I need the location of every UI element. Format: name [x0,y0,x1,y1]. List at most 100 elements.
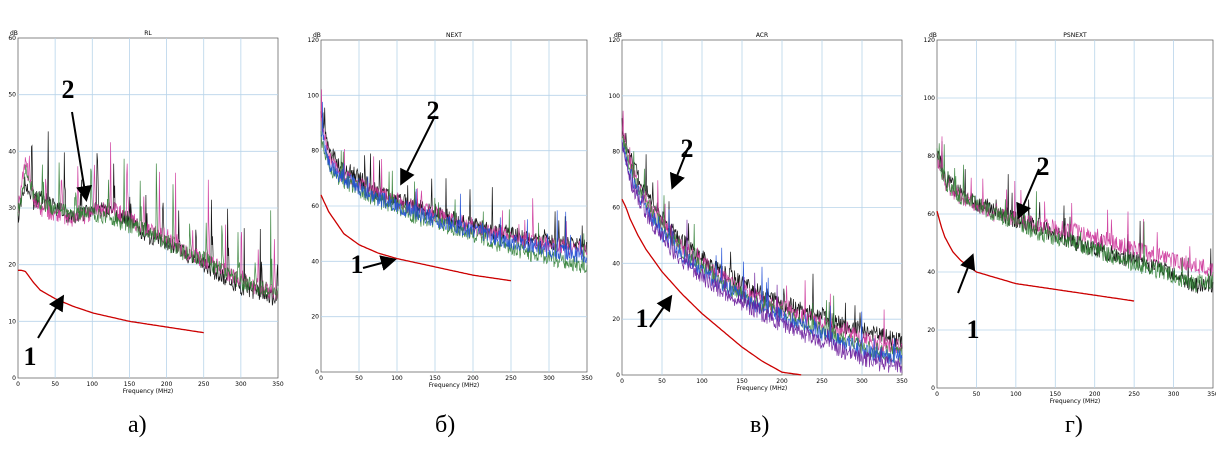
curve-marker-2: 2 [427,96,440,125]
x-tick-label: 350 [1207,391,1216,398]
x-tick-label: 200 [161,381,173,388]
x-axis-label: Frequency (MHz) [737,385,787,392]
x-tick-label: 200 [776,378,788,385]
chart-title: RL [144,30,152,37]
x-tick-label: 300 [235,381,247,388]
arrow-1 [649,294,673,328]
limit-line [18,269,204,334]
chart-panel-a: 0 50 100 150 200 250 300 350 0 10 20 30 40 50 60 RL dB Fr… [0,0,290,410]
y-tick-label: 30 [8,205,16,212]
y-tick-label: 80 [612,149,620,156]
measurement-line [320,101,588,264]
chart-panel-d: 0 50 100 150 200 250 300 350 0 20 40 60 80 100 120 PSNE… [924,0,1216,410]
measurement-line [17,131,279,306]
x-tick-label: 0 [16,381,20,388]
arrow-1 [957,253,976,294]
y-tick-label: 20 [311,314,319,321]
measurement-line [320,107,588,254]
x-tick-label: 150 [1050,391,1062,398]
measurement-line [621,141,903,374]
x-tick-label: 200 [467,375,479,382]
x-tick-label: 150 [124,381,136,388]
x-tick-label: 100 [391,375,403,382]
y-tick-label: 100 [308,92,320,99]
y-axis-label: dB [929,32,937,39]
limit-line [621,198,802,376]
arrow-1 [37,294,65,339]
y-axis-label: dB [614,32,622,39]
arrow-2 [669,147,689,190]
y-tick-label: 120 [308,37,320,44]
chart-title: PSNEXT [1063,32,1087,39]
y-tick-label: 120 [924,37,936,44]
y-tick-label: 60 [927,211,935,218]
y-tick-label: 50 [8,92,16,99]
x-tick-label: 50 [658,378,666,385]
y-tick-label: 80 [927,153,935,160]
arrow-1 [362,255,397,271]
y-axis-label: dB [313,32,321,39]
curve-marker-1: 1 [967,315,980,344]
y-tick-label: 40 [8,148,16,155]
x-axis-label: Frequency (MHz) [123,388,173,395]
x-tick-label: 100 [87,381,99,388]
limit-line [320,194,512,282]
x-tick-label: 100 [696,378,708,385]
measurement-line [936,136,1214,277]
curve-marker-2: 2 [62,75,75,104]
x-tick-label: 300 [856,378,868,385]
y-tick-label: 40 [311,258,319,265]
arrow-2 [71,111,92,202]
caption-b: б) [435,412,456,438]
y-tick-label: 0 [616,372,620,379]
x-tick-label: 200 [1089,391,1101,398]
y-tick-label: 40 [927,269,935,276]
x-tick-label: 0 [935,391,939,398]
y-tick-label: 40 [612,260,620,267]
x-tick-label: 100 [1010,391,1022,398]
y-tick-label: 10 [8,318,16,325]
x-tick-label: 350 [896,378,908,385]
x-tick-label: 250 [816,378,828,385]
curve-marker-2: 2 [681,134,694,163]
y-tick-label: 120 [609,37,621,44]
y-tick-label: 20 [612,316,620,323]
y-tick-label: 60 [311,203,319,210]
y-tick-label: 80 [311,148,319,155]
chart-psnext: 0 50 100 150 200 250 300 350 0 20 40 60 80 100 120 PSNE… [924,32,1216,405]
chart-rl: 0 50 100 150 200 250 300 350 0 10 20 30 40 50 60 RL dB Fr… [8,30,284,395]
measurement-line [936,143,1214,292]
x-tick-label: 0 [620,378,624,385]
y-tick-label: 20 [927,327,935,334]
x-tick-label: 50 [355,375,363,382]
y-tick-label: 0 [931,385,935,392]
x-tick-label: 150 [736,378,748,385]
x-tick-label: 50 [973,391,981,398]
y-tick-label: 60 [612,205,620,212]
chart-panel-b: 0 50 100 150 200 250 300 350 0 20 40 60 80 100 120 NEXT… [305,0,595,410]
y-axis-label: dB [10,30,18,37]
caption-a: а) [128,412,147,438]
x-tick-label: 250 [1128,391,1140,398]
x-tick-label: 250 [505,375,517,382]
x-tick-label: 50 [51,381,59,388]
x-tick-label: 300 [1168,391,1180,398]
measurement-line [17,158,279,300]
caption-c: в) [750,412,770,438]
curve-marker-1: 1 [24,342,37,371]
x-axis-label: Frequency (MHz) [429,382,479,389]
arrow-2 [1016,168,1040,220]
x-tick-label: 150 [429,375,441,382]
y-tick-label: 20 [8,262,16,269]
chart-title: NEXT [446,32,462,39]
y-tick-label: 0 [12,375,16,382]
chart-next: 0 50 100 150 200 250 300 350 0 20 40 60 80 100 120 NEXT… [308,32,593,389]
curve-marker-1: 1 [351,250,364,279]
y-tick-label: 0 [315,369,319,376]
arrow-2 [400,115,436,186]
x-tick-label: 0 [319,375,323,382]
x-tick-label: 350 [581,375,593,382]
chart-acr: 0 50 100 150 200 250 300 350 0 20 40 60 80 100 120 ACR d… [609,32,908,392]
chart-title: ACR [756,32,768,39]
curve-marker-1: 1 [636,304,649,333]
